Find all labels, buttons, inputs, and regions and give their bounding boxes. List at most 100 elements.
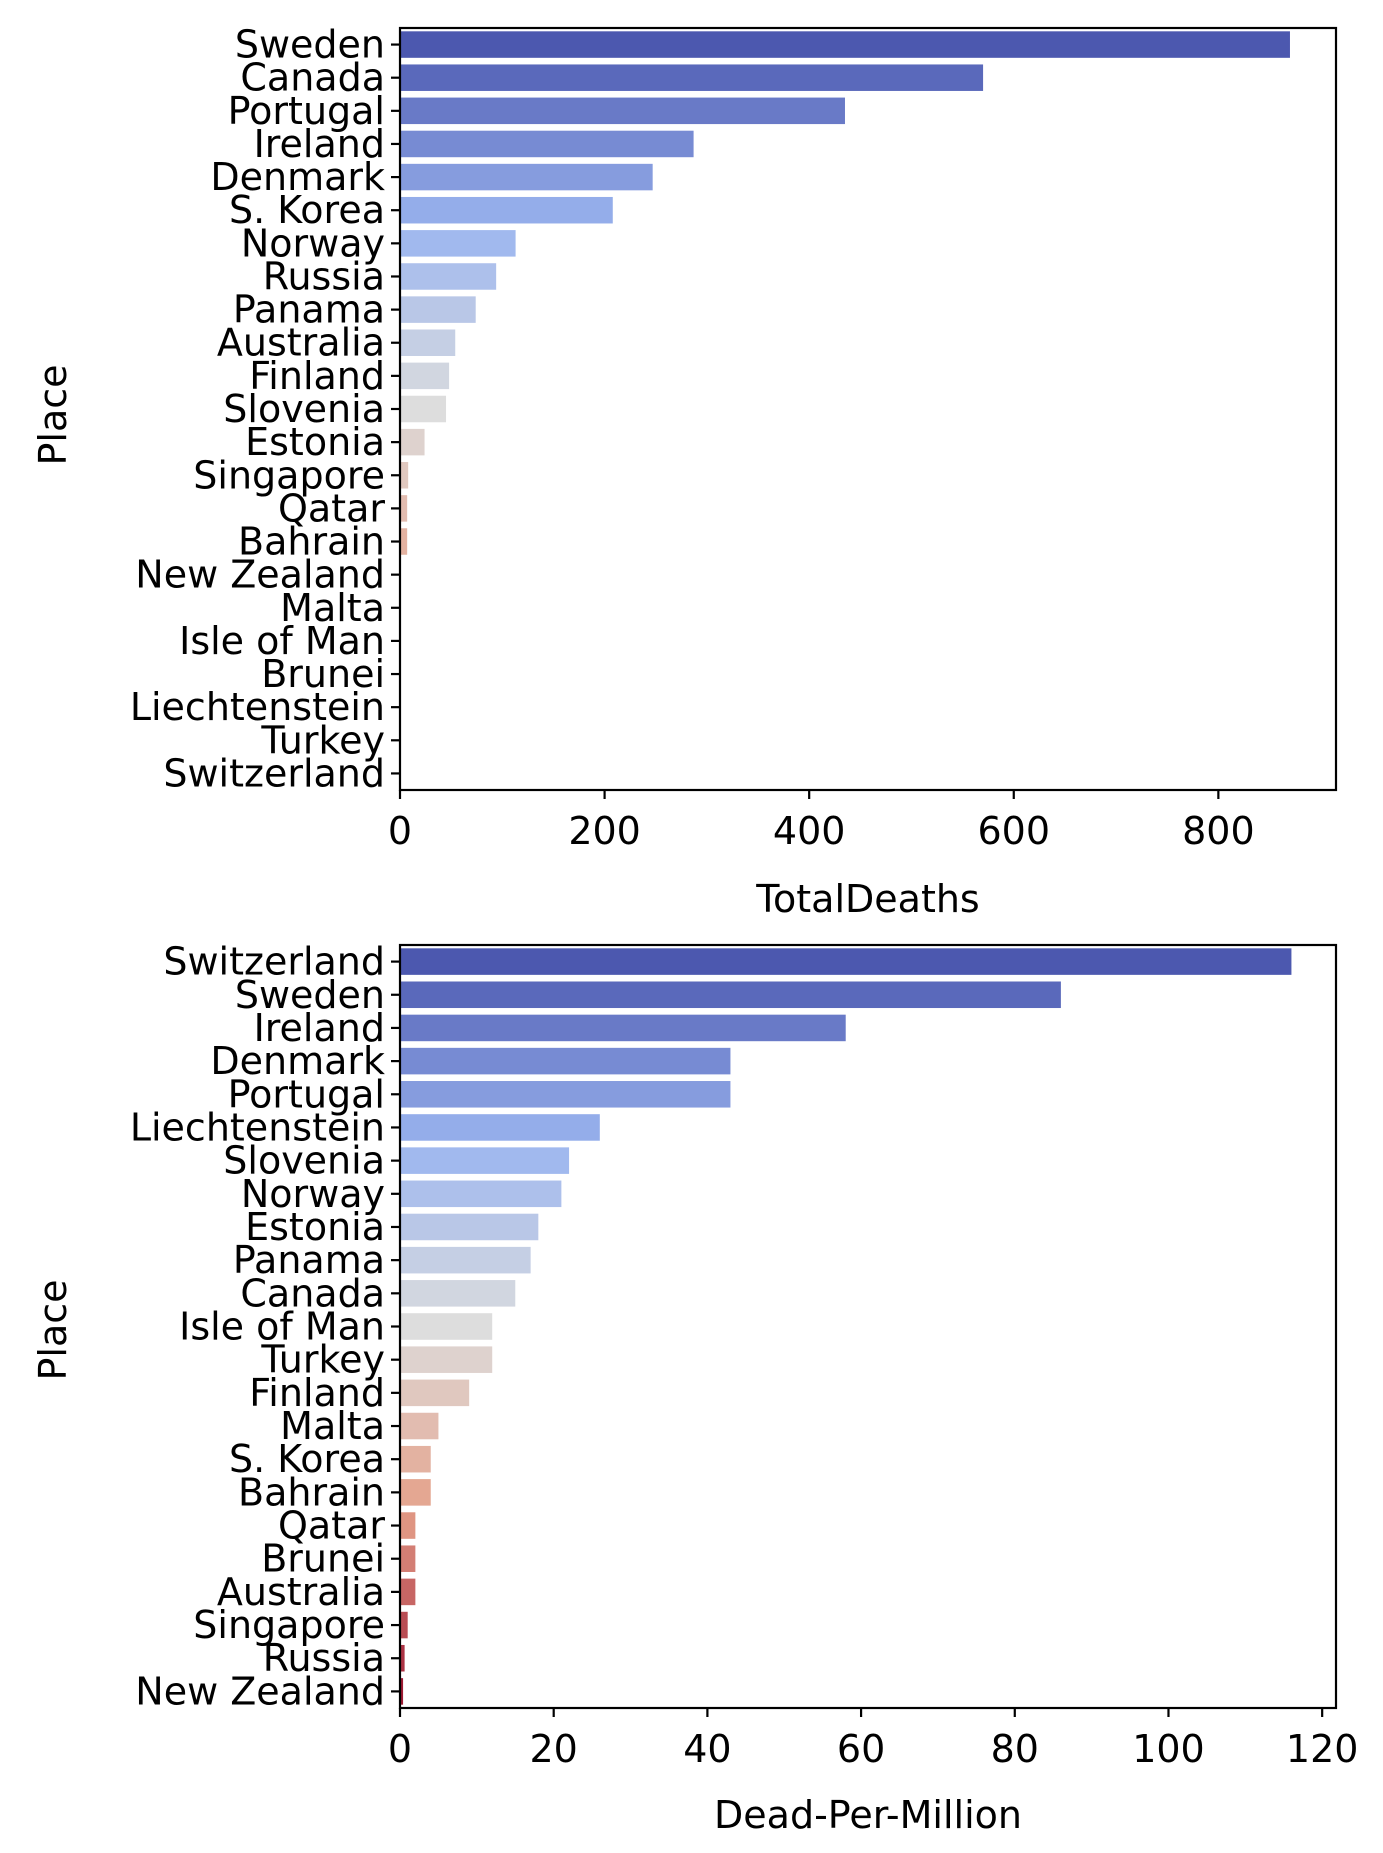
y-tick-label: Liechtenstein — [130, 685, 385, 729]
y-tick-label: Malta — [280, 586, 385, 630]
bar-finland — [400, 362, 450, 390]
bar-sweden — [400, 981, 1061, 1009]
bar-denmark — [400, 163, 653, 191]
x-tick-label: 40 — [683, 1727, 731, 1771]
bar-s-korea — [400, 1445, 431, 1473]
x-tick-label: 60 — [837, 1727, 885, 1771]
y-tick-label: Qatar — [278, 486, 385, 530]
bar-estonia — [400, 428, 425, 456]
y-tick-label: Slovenia — [223, 1139, 385, 1183]
bar-liechtenstein — [400, 1114, 600, 1141]
y-tick-label: Australia — [217, 1570, 385, 1614]
bar-ireland — [400, 1014, 846, 1042]
y-tick-label: Malta — [280, 1404, 385, 1448]
y-tick-label: Turkey — [260, 718, 385, 762]
y-tick-label: Norway — [241, 1172, 385, 1216]
y-tick-label: S. Korea — [229, 1437, 385, 1481]
y-tick-label: Denmark — [210, 1039, 385, 1083]
y-tick-label: Australia — [217, 321, 385, 365]
bar-malta — [400, 1412, 439, 1440]
bar-qatar — [400, 1512, 416, 1539]
bar-new-zealand — [400, 1678, 404, 1705]
y-tick-label: Switzerland — [163, 751, 385, 795]
chart-panel-dead-per-million: SwitzerlandSwedenIrelandDenmarkPortugalL… — [31, 940, 1358, 1837]
y-tick-label: Portugal — [228, 89, 385, 133]
y-tick-label: Bahrain — [238, 520, 385, 564]
bar-singapore — [400, 1611, 408, 1639]
x-tick-label: 400 — [773, 809, 846, 853]
bar-s-korea — [400, 196, 613, 224]
x-axis-title: Dead-Per-Million — [714, 1793, 1022, 1837]
y-tick-label: Estonia — [245, 420, 385, 464]
x-axis-title: TotalDeaths — [755, 877, 979, 921]
y-axis-title: Place — [31, 1279, 75, 1380]
y-tick-label: Turkey — [260, 1338, 385, 1382]
x-tick-label: 20 — [530, 1727, 578, 1771]
bar-canada — [400, 1280, 516, 1307]
x-tick-label: 120 — [1286, 1727, 1359, 1771]
y-axis-title: Place — [31, 364, 75, 465]
x-tick-label: 200 — [568, 809, 641, 853]
x-tick-label: 100 — [1132, 1727, 1205, 1771]
y-tick-label: Isle of Man — [179, 1305, 385, 1349]
y-tick-label: S. Korea — [229, 188, 385, 232]
bar-norway — [400, 230, 516, 257]
y-tick-label: Switzerland — [163, 940, 385, 984]
y-tick-label: Finland — [249, 354, 385, 398]
bar-australia — [400, 329, 456, 356]
bar-estonia — [400, 1213, 539, 1241]
bar-portugal — [400, 1081, 731, 1108]
x-tick-label: 0 — [388, 809, 412, 853]
y-tick-label: Denmark — [210, 155, 385, 199]
bar-turkey — [400, 1346, 493, 1373]
y-tick-label: Estonia — [245, 1205, 385, 1249]
bar-qatar — [400, 495, 408, 522]
y-tick-label: Brunei — [261, 1537, 385, 1581]
bar-finland — [400, 1379, 470, 1407]
bar-slovenia — [400, 395, 447, 423]
bar-panama — [400, 296, 476, 323]
x-tick-label: 0 — [388, 1727, 412, 1771]
bar-slovenia — [400, 1147, 570, 1174]
y-tick-label: Sweden — [235, 973, 385, 1017]
bar-switzerland — [400, 948, 1292, 975]
y-tick-label: New Zealand — [135, 553, 385, 597]
y-tick-label: New Zealand — [135, 1669, 385, 1713]
y-tick-label: Canada — [240, 1271, 385, 1315]
x-tick-label: 800 — [1182, 809, 1255, 853]
bar-panama — [400, 1246, 531, 1274]
y-tick-label: Canada — [240, 56, 385, 100]
bar-russia — [400, 263, 497, 290]
y-tick-label: Singapore — [193, 1603, 385, 1647]
bar-russia — [400, 1644, 405, 1672]
y-tick-label: Finland — [249, 1371, 385, 1415]
bar-bahrain — [400, 528, 408, 555]
y-tick-label: Ireland — [254, 122, 385, 166]
y-tick-label: Norway — [241, 221, 385, 265]
y-tick-label: Liechtenstein — [130, 1105, 385, 1149]
bar-canada — [400, 64, 984, 91]
bar-portugal — [400, 97, 845, 125]
bar-isle-of-man — [400, 1313, 493, 1340]
bar-singapore — [400, 462, 409, 489]
y-tick-label: Bahrain — [238, 1470, 385, 1514]
x-tick-label: 600 — [978, 809, 1051, 853]
bar-ireland — [400, 130, 694, 158]
y-tick-label: Sweden — [235, 23, 385, 67]
bar-sweden — [400, 31, 1290, 58]
y-tick-label: Isle of Man — [179, 619, 385, 663]
bar-brunei — [400, 1545, 416, 1572]
bar-norway — [400, 1180, 562, 1208]
y-tick-label: Brunei — [261, 652, 385, 696]
y-tick-label: Slovenia — [223, 387, 385, 431]
bar-denmark — [400, 1047, 731, 1075]
y-tick-label: Qatar — [278, 1504, 385, 1548]
y-tick-label: Russia — [263, 254, 385, 298]
x-tick-label: 80 — [991, 1727, 1039, 1771]
y-tick-label: Portugal — [228, 1072, 385, 1116]
y-tick-label: Singapore — [193, 453, 385, 497]
y-tick-label: Panama — [233, 288, 385, 332]
y-tick-label: Panama — [233, 1238, 385, 1282]
